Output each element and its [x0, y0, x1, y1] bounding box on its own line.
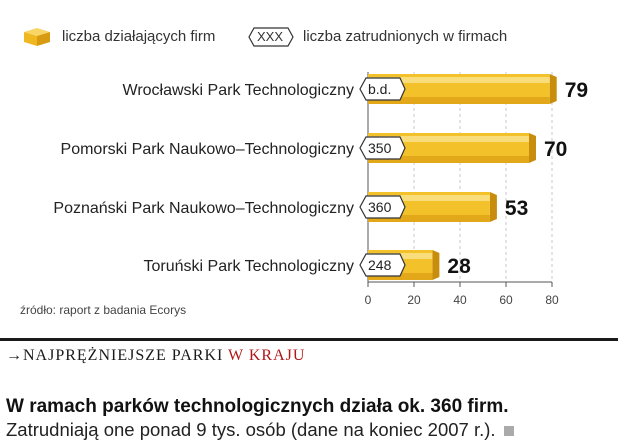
bar-shadow [368, 156, 529, 163]
source-note: źródło: raport z badania Ecorys [20, 303, 187, 317]
headline: W ramach parków technologicznych działa … [6, 396, 509, 417]
x-tick-label: 60 [499, 293, 513, 307]
bar-side [549, 74, 557, 104]
employee-count-label: 248 [368, 257, 392, 273]
bar-shadow [368, 215, 490, 222]
x-tick-label: 0 [365, 293, 372, 307]
value-label: 70 [544, 138, 567, 161]
employee-badge [359, 136, 406, 160]
bar-chart: 0 20 40 60 80 b.d. Wrocławski Park Technologic… [53, 72, 588, 307]
section-caption: →NAJPRĘŻNIEJSZE PARKI W KRAJU [6, 347, 305, 365]
bar-side [432, 250, 440, 280]
legend-employees-symbol: XXX [257, 29, 284, 44]
legend-firms-label: liczba działających firm [62, 28, 216, 45]
x-tick-label: 20 [407, 293, 421, 307]
bar-highlight [368, 77, 550, 83]
bar-side [489, 192, 497, 222]
category-label: Pomorski Park Naukowo–Technologiczny [61, 141, 354, 158]
employee-badge [359, 253, 406, 277]
bar-highlight [368, 136, 529, 142]
bar-highlight [368, 195, 490, 201]
employee-count-label: b.d. [368, 81, 391, 97]
employee-count-label: 360 [368, 199, 392, 215]
employee-badge-icon [248, 27, 294, 47]
category-label: Toruński Park Technologiczny [144, 258, 354, 275]
caption-accent: W KRAJU [228, 347, 306, 364]
body-sentence: Zatrudniają one ponad 9 tys. osób (dane … [6, 419, 496, 440]
legend-employees-label: liczba zatrudnionych w firmach [303, 28, 508, 45]
bar-shadow [368, 97, 550, 104]
employee-badge [359, 77, 406, 101]
employee-badge [359, 195, 406, 219]
caption-prefix: →NAJPRĘŻNIEJSZE PARKI [6, 347, 229, 364]
bar-side [529, 133, 536, 163]
divider [0, 338, 618, 341]
value-label: 28 [447, 255, 471, 278]
body-text: Zatrudniają one ponad 9 tys. osób (dane … [6, 419, 514, 441]
cube-icon [24, 28, 50, 46]
value-label: 79 [565, 79, 588, 102]
end-mark-icon [503, 426, 514, 437]
category-label: Wrocławski Park Technologiczny [123, 82, 355, 99]
employee-count-label: 350 [368, 140, 392, 156]
category-label: Poznański Park Naukowo–Technologiczny [53, 200, 354, 217]
x-tick-label: 40 [453, 293, 467, 307]
value-label: 53 [505, 197, 528, 220]
x-tick-label: 80 [545, 293, 559, 307]
